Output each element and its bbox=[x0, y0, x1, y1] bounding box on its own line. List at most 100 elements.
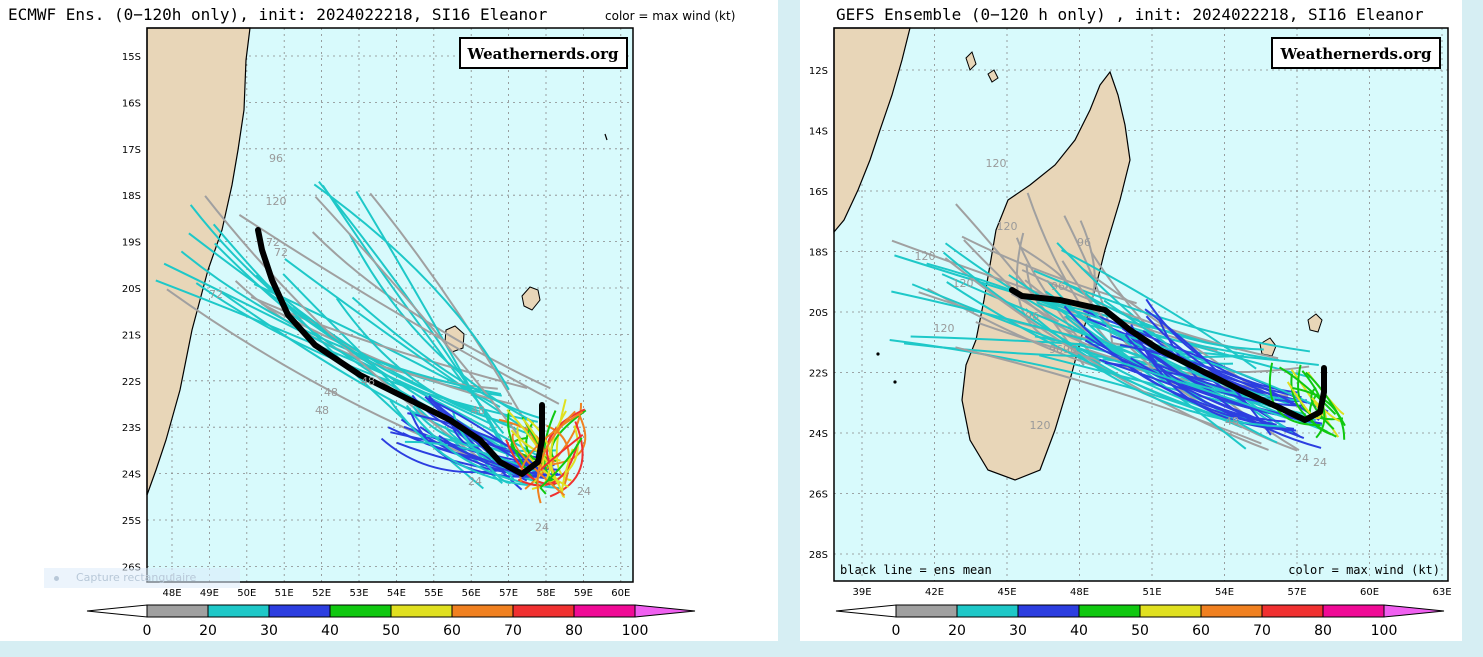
lon-tick-label: 42E bbox=[925, 587, 944, 598]
forecast-hour-label: 120 bbox=[266, 195, 287, 208]
lat-tick-label: 26S bbox=[122, 562, 141, 573]
ensemble-track bbox=[1072, 327, 1328, 433]
small-island bbox=[893, 380, 897, 384]
colorbar-label: 80 bbox=[1314, 623, 1332, 639]
colorbar-label: 40 bbox=[1070, 623, 1088, 639]
gefs-title: GEFS Ensemble (0−120 h only) , init: 202… bbox=[836, 5, 1424, 24]
ecmwf-tracks-strong bbox=[498, 399, 587, 504]
map-frame bbox=[833, 27, 1449, 582]
capture-dot-icon bbox=[54, 576, 59, 581]
small-island bbox=[876, 352, 880, 356]
colorbar-swatch bbox=[956, 604, 1019, 618]
watermark-box bbox=[459, 37, 628, 69]
colorbar-swatch bbox=[390, 604, 453, 618]
colorbar-label: 100 bbox=[1371, 623, 1398, 639]
lat-tick-label: 16S bbox=[809, 187, 828, 198]
forecast-hour-label: 48 bbox=[361, 375, 375, 388]
forecast-hour-label: 120 bbox=[915, 250, 936, 263]
ocean bbox=[834, 28, 1448, 581]
forecast-hour-label: 24 bbox=[577, 485, 591, 498]
comoros-island bbox=[987, 69, 999, 83]
colorbar-label: 50 bbox=[382, 623, 400, 639]
forecast-hour-label: 72 bbox=[209, 288, 223, 301]
lon-tick-label: 54E bbox=[1215, 587, 1234, 598]
madagascar-land bbox=[146, 27, 251, 496]
lat-tick-label: 19S bbox=[122, 238, 141, 249]
lon-tick-label: 55E bbox=[424, 588, 443, 599]
lon-tick-label: 59E bbox=[574, 588, 593, 599]
ensemble-track bbox=[889, 338, 1243, 429]
gefs-panel: GEFS Ensemble (0−120 h only) , init: 202… bbox=[800, 0, 1462, 641]
lon-tick-label: 60E bbox=[1360, 587, 1379, 598]
colorbar-swatch bbox=[1261, 604, 1324, 618]
color-note: color = max wind (kt) bbox=[1288, 563, 1440, 577]
colorbar-high-arrow bbox=[1383, 604, 1445, 618]
lat-tick-label: 26S bbox=[809, 490, 828, 501]
ensemble-track bbox=[536, 410, 576, 504]
forecast-hour-label: 48 bbox=[1225, 415, 1239, 428]
ensemble-track bbox=[389, 400, 529, 487]
ensemble-track bbox=[425, 434, 515, 481]
lat-tick-label: 24S bbox=[122, 470, 141, 481]
forecast-hour-label: 24 bbox=[1313, 456, 1327, 469]
ensemble-track bbox=[180, 250, 502, 395]
lat-tick-label: 22S bbox=[122, 377, 141, 388]
ensemble-track bbox=[961, 235, 1137, 305]
forecast-hour-label: 96 bbox=[1049, 343, 1063, 356]
ensemble-mean-track bbox=[255, 227, 545, 477]
lat-tick-label: 14S bbox=[809, 127, 828, 138]
ensemble-track bbox=[313, 183, 510, 391]
lon-tick-label: 57E bbox=[499, 588, 518, 599]
ensemble-track bbox=[1311, 397, 1341, 423]
lon-tick-label: 49E bbox=[200, 588, 219, 599]
ensemble-track bbox=[510, 429, 561, 462]
ensemble-track bbox=[1074, 346, 1287, 419]
capture-label: Capture rectangulaire bbox=[76, 571, 197, 584]
ensemble-track bbox=[540, 433, 584, 471]
colorbar-label: 80 bbox=[565, 623, 583, 639]
ensemble-track bbox=[450, 417, 512, 484]
small-island bbox=[604, 133, 608, 141]
colorbar-label: 50 bbox=[1131, 623, 1149, 639]
lon-tick-label: 48E bbox=[1070, 587, 1089, 598]
lon-tick-label: 56E bbox=[462, 588, 481, 599]
ensemble-track bbox=[189, 204, 480, 412]
colorbar-swatch bbox=[895, 604, 958, 618]
watermark-text: Weathernerds.org bbox=[466, 45, 619, 63]
colorbar-swatch bbox=[1200, 604, 1263, 618]
watermark-box bbox=[1271, 37, 1441, 69]
colorbar-low-arrow bbox=[835, 604, 897, 618]
ensemble-track bbox=[942, 251, 1230, 418]
lon-tick-label: 57E bbox=[1287, 587, 1306, 598]
ecmwf-title: ECMWF Ens. (0−120h only), init: 20240222… bbox=[8, 5, 548, 24]
ensemble-track bbox=[1018, 245, 1069, 291]
colorbar-swatch bbox=[1078, 604, 1141, 618]
lon-tick-label: 51E bbox=[1142, 587, 1161, 598]
forecast-hour-label: 48 bbox=[324, 386, 338, 399]
forecast-hour-label: 96 bbox=[269, 152, 283, 165]
mauritius-island bbox=[1307, 313, 1323, 333]
watermark-text: Weathernerds.org bbox=[1279, 45, 1432, 63]
ensemble-track bbox=[318, 180, 511, 456]
ecmwf-tracks-cyan bbox=[155, 180, 560, 490]
map-frame bbox=[146, 27, 634, 583]
lat-tick-label: 12S bbox=[809, 66, 828, 77]
forecast-hour-label: 24 bbox=[468, 475, 482, 488]
ensemble-track bbox=[946, 281, 1212, 415]
colorbar-swatch bbox=[1139, 604, 1202, 618]
forecast-hour-label: 120 bbox=[1030, 419, 1051, 432]
capture-rectangle-tooltip: Capture rectangulaire bbox=[44, 568, 240, 588]
ensemble-track bbox=[1292, 386, 1346, 440]
forecast-hour-label: 48 bbox=[315, 404, 329, 417]
ensemble-track bbox=[1119, 343, 1320, 421]
ecmwf-map: 15S 16S 17S 18S 19S 20S 21S 22S 23S 24S 25S 26S 48E 4… bbox=[86, 27, 696, 639]
colorbar-high-arrow bbox=[634, 604, 696, 618]
lon-tick-label: 39E bbox=[852, 587, 871, 598]
lat-tick-label: 20S bbox=[122, 284, 141, 295]
ensemble-track bbox=[1077, 353, 1285, 428]
ensemble-track bbox=[311, 231, 551, 390]
lat-tick-label: 15S bbox=[122, 52, 141, 63]
forecast-hour-label: 120 bbox=[986, 157, 1007, 170]
ensemble-mean-note: black line = ens mean bbox=[840, 563, 992, 577]
lon-tick-label: 58E bbox=[536, 588, 555, 599]
